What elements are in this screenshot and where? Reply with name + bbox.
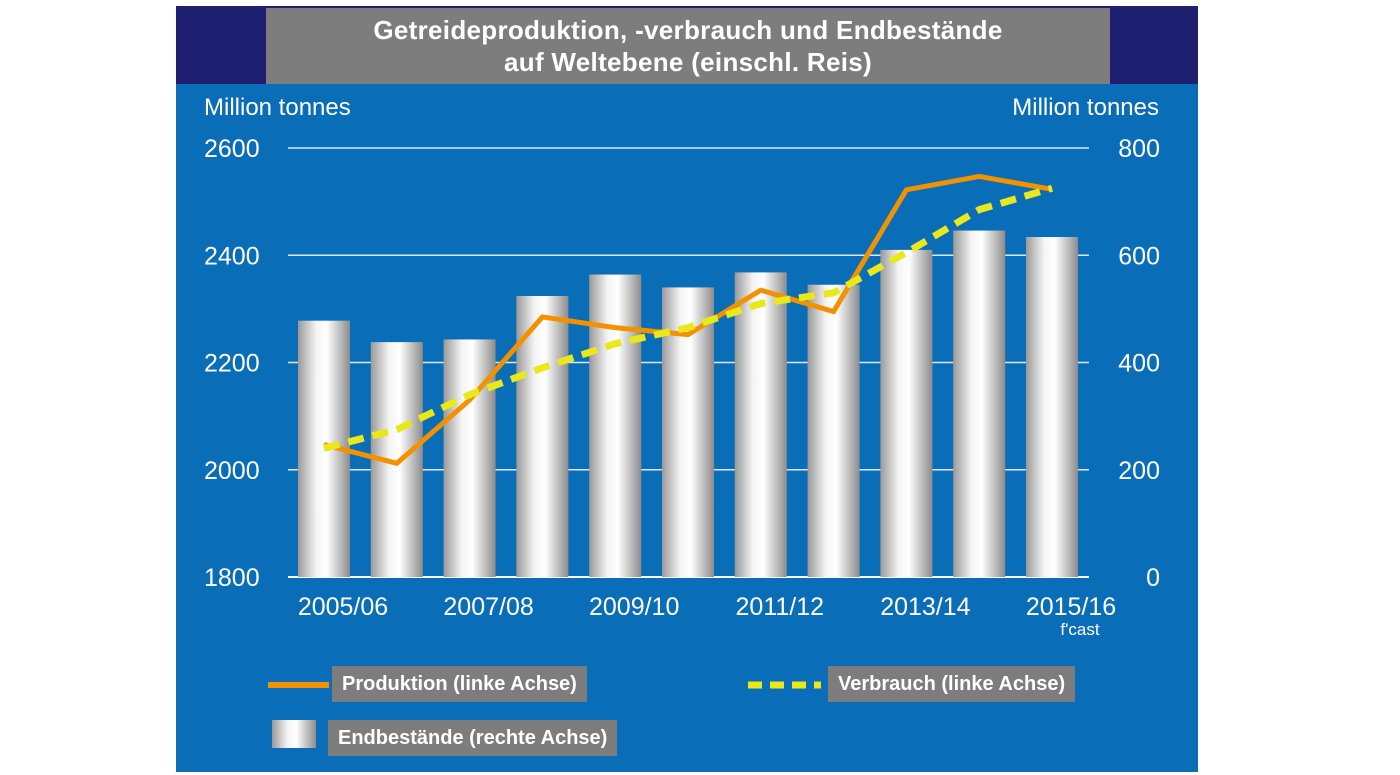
consumption-line — [323, 184, 1053, 452]
bar — [953, 230, 1006, 577]
left-tick-label: 1800 — [204, 564, 260, 592]
bar — [516, 296, 569, 577]
left-tick-label: 2200 — [204, 350, 260, 378]
x-tick-label: 2013/14 — [880, 593, 970, 621]
legend-swatch-stocks — [272, 720, 316, 748]
bar — [880, 249, 933, 577]
right-tick-label: 400 — [1118, 350, 1160, 378]
forecast-note: f'cast — [1060, 620, 1099, 639]
chart-panel: Getreideproduktion, -verbrauch und Endbe… — [176, 6, 1198, 772]
x-tick-label: 2007/08 — [443, 593, 533, 621]
right-tick-label: 200 — [1118, 457, 1160, 485]
legend-label-production: Produktion (linke Achse) — [332, 666, 587, 702]
bar — [807, 284, 860, 577]
left-axis-label: Million tonnes — [204, 94, 351, 121]
legend-label-stocks: Endbestände (rechte Achse) — [328, 720, 618, 756]
chart-title: Getreideproduktion, -verbrauch und Endbe… — [266, 8, 1110, 84]
bar — [1026, 237, 1078, 577]
bar — [589, 274, 642, 577]
bar — [443, 339, 496, 577]
chart-svg: 1800 2000 2200 2400 2600 0 200 400 600 800 Million… — [204, 94, 1160, 748]
left-tick-label: 2000 — [204, 457, 260, 485]
left-tick-label: 2600 — [204, 135, 260, 163]
legend-label-consumption: Verbrauch (linke Achse) — [828, 666, 1076, 702]
x-tick-label: 2015/16 — [1026, 593, 1116, 621]
right-tick-label: 800 — [1118, 135, 1160, 163]
left-tick-label: 2400 — [204, 242, 260, 270]
production-line — [323, 173, 1053, 466]
x-tick-label: 2005/06 — [298, 593, 388, 621]
right-axis-label: Million tonnes — [1012, 94, 1159, 121]
bar — [734, 272, 787, 577]
x-tick-label: 2009/10 — [589, 593, 679, 621]
x-tick-label: 2011/12 — [736, 593, 825, 621]
right-tick-label: 600 — [1118, 242, 1160, 270]
chart-title-line-1: Getreideproduktion, -verbrauch und Endbe… — [373, 15, 1003, 45]
chart-title-line-2: auf Weltebene (einschl. Reis) — [504, 47, 872, 77]
right-tick-label: 0 — [1146, 564, 1160, 592]
